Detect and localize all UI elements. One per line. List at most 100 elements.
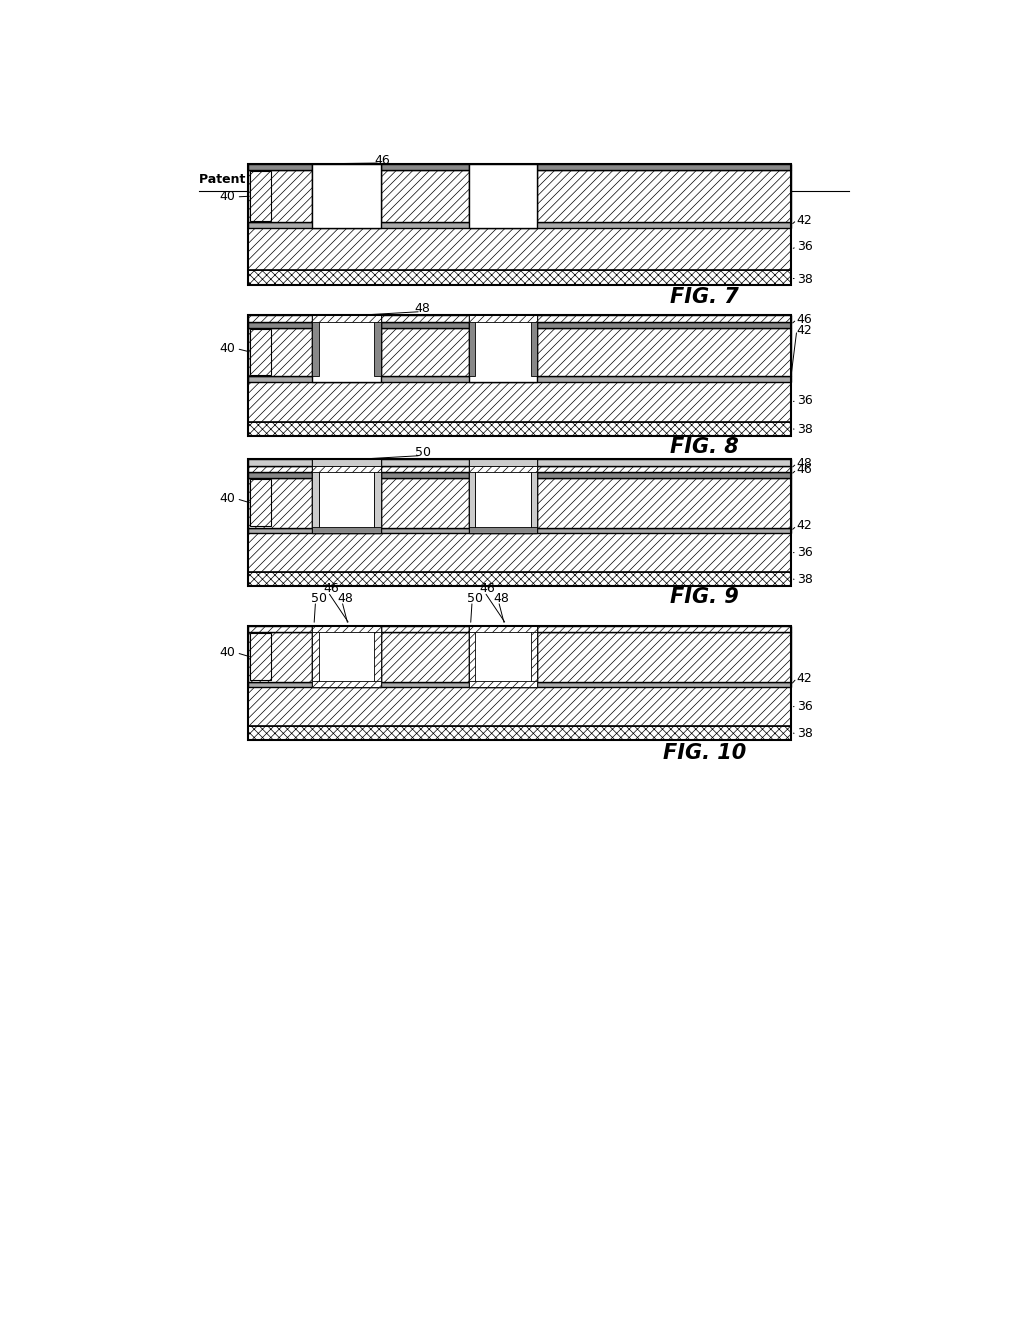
Bar xyxy=(312,471,318,528)
Text: FIG. 9: FIG. 9 xyxy=(671,587,739,607)
Text: 42: 42 xyxy=(797,214,813,227)
Bar xyxy=(248,471,312,478)
Bar xyxy=(469,626,538,688)
Text: 50: 50 xyxy=(415,446,431,459)
Bar xyxy=(248,315,791,322)
Text: 46: 46 xyxy=(797,313,813,326)
Bar xyxy=(312,626,381,688)
Bar xyxy=(469,626,538,632)
Bar xyxy=(381,626,469,632)
Bar xyxy=(469,459,538,533)
Bar xyxy=(375,466,381,528)
Bar xyxy=(312,466,318,528)
Text: 36: 36 xyxy=(797,395,813,408)
Text: 48: 48 xyxy=(415,302,431,315)
Text: 50: 50 xyxy=(467,591,483,605)
Bar xyxy=(248,164,791,285)
Text: 38: 38 xyxy=(797,273,813,286)
Text: 40: 40 xyxy=(219,492,236,506)
Bar xyxy=(531,626,538,688)
Bar xyxy=(531,466,538,528)
Bar xyxy=(312,459,381,466)
Bar xyxy=(248,322,312,327)
Bar xyxy=(248,315,791,436)
Text: 40: 40 xyxy=(219,342,236,355)
Bar xyxy=(469,315,538,322)
Bar xyxy=(250,634,271,681)
Bar xyxy=(531,459,538,528)
Bar xyxy=(538,632,791,682)
Text: FIG. 7: FIG. 7 xyxy=(671,286,739,308)
Bar xyxy=(248,228,791,271)
Bar xyxy=(248,626,312,632)
Text: 42: 42 xyxy=(797,323,813,337)
Text: 48: 48 xyxy=(337,591,353,605)
Bar xyxy=(381,170,469,222)
Text: 50: 50 xyxy=(311,591,327,605)
Bar xyxy=(248,682,791,688)
Bar xyxy=(381,478,469,528)
Text: 36: 36 xyxy=(797,240,813,253)
Bar xyxy=(248,222,791,227)
Bar xyxy=(248,170,312,222)
Text: FIG. 8: FIG. 8 xyxy=(671,437,739,457)
Bar xyxy=(250,330,271,375)
Bar xyxy=(469,527,538,533)
Bar xyxy=(312,315,381,322)
Bar xyxy=(248,459,791,466)
Bar xyxy=(248,327,312,376)
Text: 46: 46 xyxy=(324,582,339,595)
Bar xyxy=(538,170,791,222)
Bar xyxy=(375,315,381,376)
Bar xyxy=(375,459,381,528)
Bar xyxy=(312,466,381,471)
Bar xyxy=(469,459,475,528)
Bar xyxy=(381,327,469,376)
Bar xyxy=(538,327,791,376)
Bar xyxy=(469,315,538,381)
Text: 36: 36 xyxy=(797,546,813,560)
Text: 38: 38 xyxy=(797,573,813,586)
Bar xyxy=(248,528,791,533)
Bar xyxy=(312,681,381,688)
Bar xyxy=(469,466,475,528)
Bar xyxy=(381,471,469,478)
Bar xyxy=(312,164,381,227)
Text: Apr. 28, 2011  Sheet 4 of 13: Apr. 28, 2011 Sheet 4 of 13 xyxy=(415,173,611,186)
Bar xyxy=(248,271,791,285)
Text: FIG. 10: FIG. 10 xyxy=(663,743,746,763)
Text: 48: 48 xyxy=(797,457,813,470)
Text: 36: 36 xyxy=(797,700,813,713)
Bar xyxy=(312,459,381,533)
Text: 40: 40 xyxy=(219,190,236,203)
Bar xyxy=(248,688,791,726)
Text: 42: 42 xyxy=(797,672,813,685)
Bar xyxy=(531,315,538,376)
Bar xyxy=(381,164,469,170)
Bar xyxy=(381,322,469,327)
Bar xyxy=(375,626,381,688)
Text: 46: 46 xyxy=(480,582,496,595)
Bar xyxy=(538,471,791,478)
Bar xyxy=(538,626,791,632)
Bar xyxy=(469,164,538,227)
Bar xyxy=(538,478,791,528)
Bar xyxy=(248,478,312,528)
Bar xyxy=(538,164,791,170)
Text: 46: 46 xyxy=(375,154,390,168)
Text: 42: 42 xyxy=(797,519,813,532)
Text: 38: 38 xyxy=(797,422,813,436)
Text: Patent Application Publication: Patent Application Publication xyxy=(200,173,412,186)
Text: 48: 48 xyxy=(494,591,510,605)
Bar xyxy=(381,632,469,682)
Bar xyxy=(469,626,475,688)
Bar xyxy=(469,459,538,466)
Text: US 2011/0095395 A1: US 2011/0095395 A1 xyxy=(630,173,777,186)
Bar xyxy=(248,632,312,682)
Bar xyxy=(248,164,312,170)
Bar xyxy=(248,376,791,381)
Text: 40: 40 xyxy=(219,647,236,659)
Bar xyxy=(375,471,381,528)
Bar xyxy=(469,681,538,688)
Bar xyxy=(248,572,791,586)
